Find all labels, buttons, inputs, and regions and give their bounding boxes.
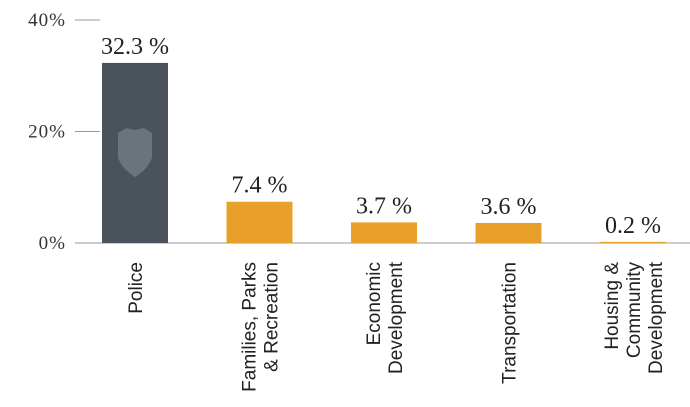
x-tick-label: Community bbox=[624, 262, 645, 359]
x-tick-label: Families, Parks bbox=[240, 262, 261, 392]
x-tick-label: Housing & bbox=[602, 262, 623, 350]
y-tick-label: 0% bbox=[39, 233, 66, 254]
x-tick-label: Police bbox=[126, 262, 147, 314]
x-tick-label: Development bbox=[386, 261, 407, 374]
shield-icon bbox=[118, 128, 152, 177]
y-tick-label: 20% bbox=[28, 122, 66, 143]
x-tick-label: Development bbox=[646, 261, 667, 374]
value-label: 7.4 % bbox=[232, 173, 288, 199]
x-tick-label: & Recreation bbox=[262, 262, 283, 372]
bar bbox=[226, 201, 293, 243]
value-label: 3.7 % bbox=[356, 193, 412, 219]
bar bbox=[351, 222, 417, 243]
bar bbox=[600, 241, 666, 243]
value-label: 0.2 % bbox=[605, 213, 661, 239]
value-label: 32.3 % bbox=[101, 34, 169, 60]
y-tick-label: 40% bbox=[28, 10, 66, 31]
x-tick-label: Transportation bbox=[500, 262, 521, 384]
value-label: 3.6 % bbox=[481, 194, 537, 220]
x-tick-label: Economic bbox=[364, 262, 385, 345]
bar bbox=[475, 222, 542, 243]
